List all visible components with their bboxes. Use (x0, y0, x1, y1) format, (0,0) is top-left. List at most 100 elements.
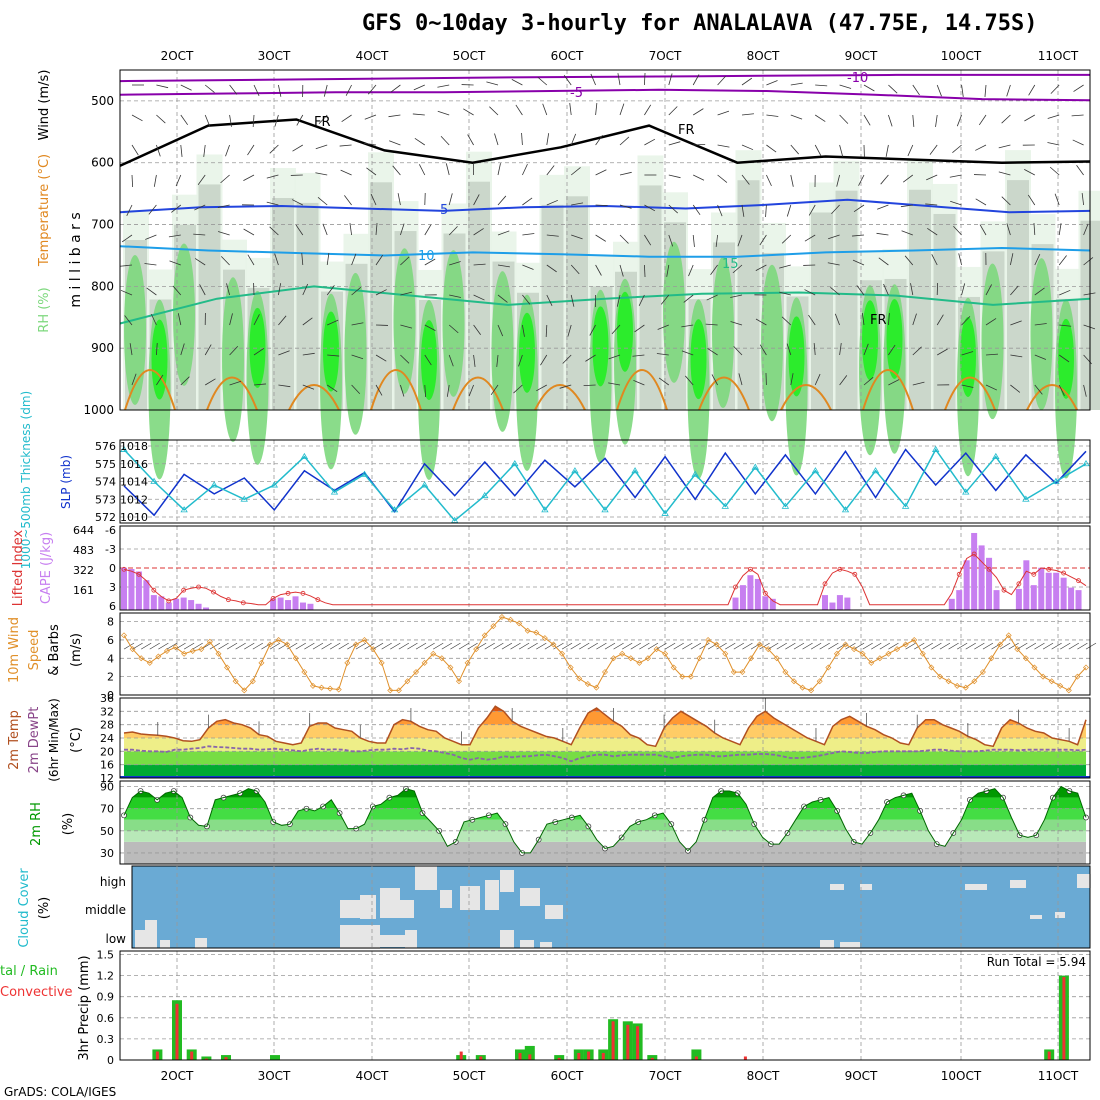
wind-barb (876, 232, 889, 236)
wind-barb (513, 384, 523, 394)
cape-bar (292, 596, 299, 610)
wind-barb (546, 264, 557, 273)
temperature-y-tick-label: 24 (100, 732, 114, 745)
cloud-block (160, 940, 170, 948)
wind-speed-point (687, 673, 694, 680)
thickness-point (992, 452, 1000, 460)
dewpoint-line (124, 745, 1087, 763)
wind-barb-10m (561, 642, 573, 650)
wind-barb (563, 75, 572, 86)
wind-barb (322, 223, 328, 236)
lifted-y-tick-label: 0 (109, 562, 116, 575)
lifted-y-tick-label: -6 (105, 524, 116, 537)
wind-barb (497, 163, 501, 176)
wind-barb (863, 376, 874, 386)
rh2m-y-tick-label: 70 (100, 803, 114, 816)
wind-barb (467, 134, 474, 146)
wind-barb (692, 234, 695, 247)
wind-barb (681, 350, 694, 356)
wind-barb-10m (862, 642, 873, 650)
wind-barb-10m (321, 642, 332, 650)
cloud-frame (131, 865, 1091, 949)
wind-barb (1034, 354, 1047, 360)
cape-bar (993, 590, 1000, 610)
temperature-contour-20 (452, 376, 504, 411)
wind-barb (204, 114, 211, 127)
wind-barb-10m (1085, 642, 1097, 650)
wind-barb (326, 384, 338, 393)
cape-bar (1038, 567, 1045, 610)
contour-label: 10 (418, 249, 435, 264)
wind-speed-point (593, 684, 600, 691)
wind-barb (692, 204, 701, 216)
wind-barb-10m (304, 642, 315, 650)
wind-barb-10m (329, 642, 341, 650)
wind-barb (180, 343, 185, 356)
wind-barb (448, 193, 453, 206)
wind-barb (858, 174, 865, 186)
wind-barb (315, 172, 328, 176)
wind-barb-10m (123, 642, 135, 650)
wind-barb-10m (450, 642, 461, 650)
wind-barb (400, 256, 410, 266)
wind-barb (400, 291, 413, 296)
rh-area-green (344, 272, 367, 435)
rh2m-axis-label-2: (%) (61, 813, 76, 836)
wind-barb (229, 380, 242, 386)
wind-barb-10m (355, 642, 367, 650)
wind-barb (1058, 354, 1070, 363)
wind-speed-point (808, 687, 815, 694)
wind-barb-10m (802, 642, 813, 650)
wind-barb (595, 264, 602, 276)
rh2m-line (123, 785, 1087, 854)
rh2m-y-tick-label: 90 (100, 781, 114, 794)
wind-barb (1059, 289, 1071, 296)
wind-barb (931, 254, 938, 266)
wind-barb-10m (1008, 642, 1019, 650)
lifted-index-point (1016, 581, 1022, 587)
stability-frame (119, 525, 1091, 611)
wind-barb (424, 258, 436, 266)
wind-barb-10m (1077, 642, 1088, 650)
precip-convective-bar (190, 1051, 194, 1060)
wind-speed-point (275, 636, 282, 643)
wind-barb (706, 294, 718, 301)
wind-barb (323, 84, 328, 97)
wind-barb (878, 257, 889, 266)
wind-barb (839, 114, 849, 124)
run-total-label: Run Total = 5.94 (987, 955, 1086, 969)
precip-convective-bar (577, 1052, 581, 1060)
wind-barb (937, 348, 948, 356)
wind-barb (489, 106, 499, 116)
wind-barb (590, 73, 596, 86)
thickness-y-tick-label: 572 (95, 511, 116, 524)
wind-barb (927, 227, 938, 236)
wind-barb (710, 264, 718, 275)
cape-bar (128, 569, 135, 610)
cape-bar (844, 597, 851, 610)
wind-barb-10m (372, 642, 384, 650)
wind-barb (668, 234, 674, 247)
wind-barb (668, 174, 681, 179)
wind-barb-10m (166, 642, 178, 650)
wind-barb (961, 384, 974, 388)
wind-barb (229, 114, 232, 127)
slp-y-tick-label: 1014 (120, 476, 148, 489)
wind-barb (656, 353, 669, 356)
wind-speed-point (507, 616, 514, 623)
wind-barb (863, 84, 875, 92)
precip-total-bar (554, 1055, 565, 1060)
wind-barb (473, 294, 485, 301)
wind-barb (707, 348, 718, 356)
cape-bar (1015, 588, 1022, 610)
wind-speed-point (876, 655, 883, 662)
wind-speed-point (653, 646, 660, 653)
temperature-band (124, 738, 1086, 752)
thickness-point (901, 502, 910, 509)
wind-barb (808, 204, 816, 216)
precip-y-tick-label: 0.6 (97, 1012, 115, 1025)
wind-speed-point (533, 629, 540, 636)
wind-barb-10m (656, 642, 667, 650)
wind-y-tick-label: 6 (107, 634, 114, 647)
top-x-tick-label: 10OCT (941, 49, 982, 63)
